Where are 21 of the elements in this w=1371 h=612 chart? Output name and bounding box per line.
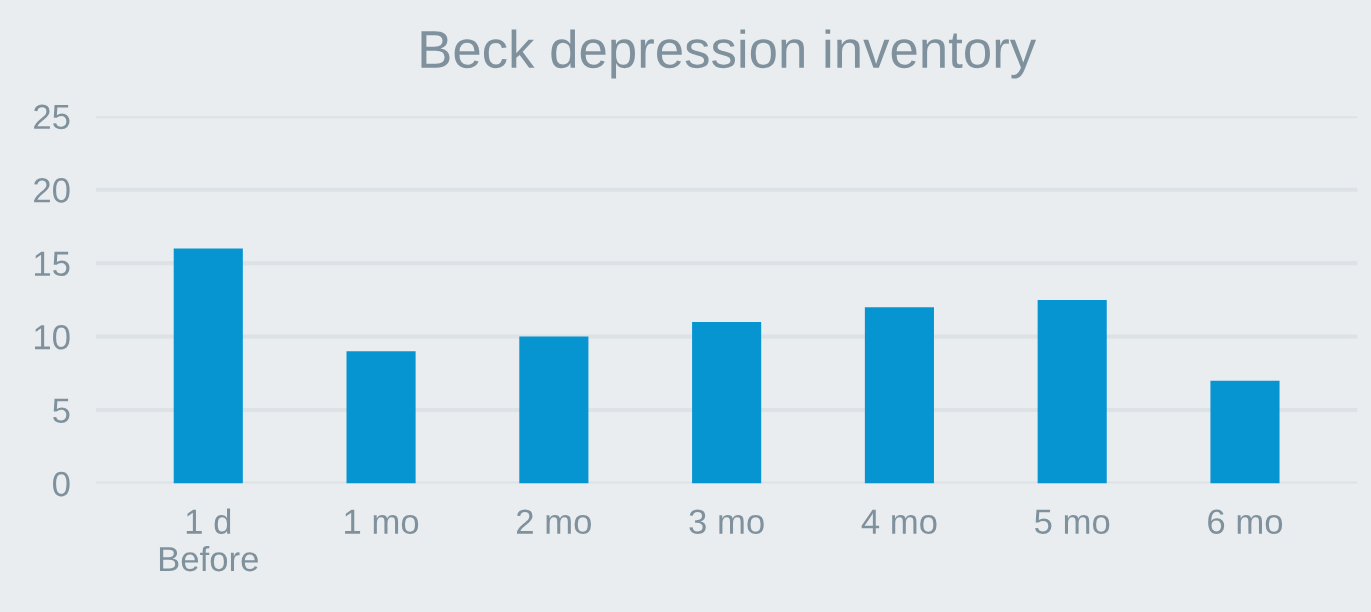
bar bbox=[519, 336, 589, 484]
bar bbox=[1210, 380, 1280, 484]
x-tick-label: 2 mo bbox=[517, 509, 591, 534]
x-tick-label: 3 mo bbox=[689, 509, 764, 534]
bar bbox=[173, 248, 243, 484]
x-tick-label: 4 mo bbox=[861, 509, 937, 534]
x-tick-label: 1 d Before bbox=[159, 508, 258, 572]
chart-title: Beck depression inventory bbox=[421, 29, 1037, 79]
bar bbox=[1037, 299, 1107, 484]
x-tick-label: 1 mo bbox=[345, 509, 419, 534]
y-tick-label: 25 bbox=[34, 104, 70, 130]
bar bbox=[692, 321, 762, 484]
bar bbox=[346, 351, 416, 484]
x-tick-label: 5 mo bbox=[1034, 509, 1110, 534]
y-tick-label: 20 bbox=[34, 178, 70, 203]
y-tick-label: 5 bbox=[53, 398, 70, 423]
x-tick-label: 6 mo bbox=[1208, 509, 1283, 534]
y-tick-label: 15 bbox=[35, 251, 70, 277]
y-tick-label: 10 bbox=[35, 324, 70, 350]
bar bbox=[864, 307, 934, 484]
y-tick-label: 0 bbox=[53, 471, 70, 497]
